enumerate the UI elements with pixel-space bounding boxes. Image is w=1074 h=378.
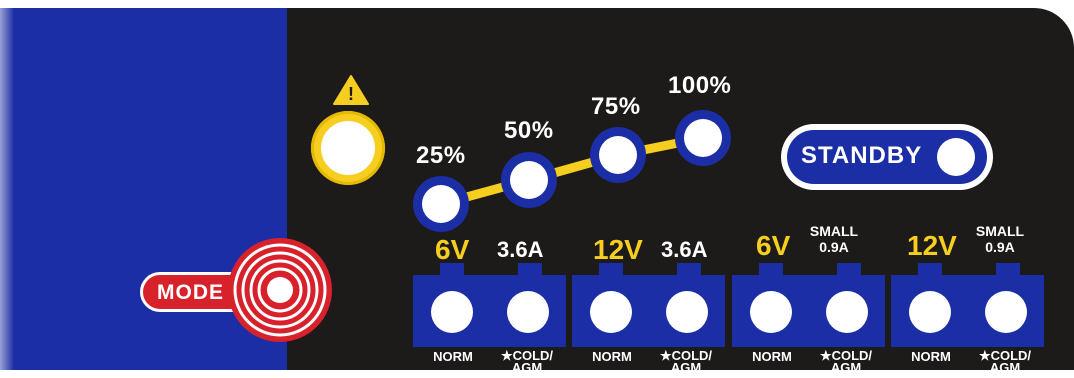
channel-2-voltage: 12V	[593, 234, 643, 265]
standby-led	[937, 138, 975, 176]
channel-3-current-bottom: 0.9A	[819, 239, 849, 255]
channel-4-cold-label-top: ★COLD/	[978, 348, 1032, 363]
terminal-tab	[837, 263, 861, 277]
charge-label-50: 50%	[504, 117, 554, 144]
channel-2-norm-label: NORM	[592, 349, 632, 364]
warning-symbol: !	[348, 84, 354, 104]
channel-3-cold-led	[826, 291, 868, 333]
channel-1-cold-label-bottom: AGM	[511, 360, 543, 375]
channel-4-voltage: 12V	[907, 230, 957, 261]
terminal-tab	[918, 263, 942, 277]
terminal-tab	[677, 263, 701, 277]
channel-4-cold-label-bottom: AGM	[989, 360, 1021, 375]
channel-4-cold-label: ★COLD/ AGM	[965, 348, 1045, 375]
channel-1-norm-led	[431, 291, 473, 333]
channel-3-norm-label: NORM	[752, 349, 792, 364]
channel-3-current-top: SMALL	[809, 223, 859, 239]
charge-label-25: 25%	[416, 142, 466, 169]
terminal-tab	[440, 263, 464, 277]
channel-1-voltage: 6V	[435, 234, 470, 265]
channel-4-current: SMALL 0.9A	[970, 223, 1030, 255]
channel-2-cold-led	[666, 291, 708, 333]
standby-indicator: STANDBY	[781, 124, 993, 190]
channel-3-current: SMALL 0.9A	[804, 223, 864, 255]
charge-led-100	[675, 110, 731, 166]
channel-2-cold-label: ★COLD/ AGM	[646, 348, 726, 375]
channel-3-voltage: 6V	[756, 230, 791, 261]
channel-3-norm-led	[750, 291, 792, 333]
channel-3-cold-label-top: ★COLD/	[819, 348, 873, 363]
charge-led-75	[590, 127, 646, 183]
terminal-tab	[518, 263, 542, 277]
channel-1-cold-led	[507, 291, 549, 333]
channel-4-current-bottom: 0.9A	[985, 239, 1015, 255]
channel-2-cold-label-top: ★COLD/	[659, 348, 713, 363]
channel-4-norm-label: NORM	[911, 349, 951, 364]
channel-4-norm-led	[909, 291, 951, 333]
warning-led	[311, 111, 385, 185]
channel-4-block	[891, 263, 1044, 347]
channel-3-cold-label: ★COLD/ AGM	[806, 348, 886, 375]
channel-2-block	[572, 263, 725, 347]
charge-label-75: 75%	[591, 93, 641, 120]
channel-1-norm-label: NORM	[433, 349, 473, 364]
channel-3-cold-label-bottom: AGM	[830, 360, 862, 375]
channel-2-current: 3.6A	[661, 237, 708, 262]
charge-led-50	[501, 152, 557, 208]
charge-label-100: 100%	[668, 72, 732, 99]
terminal-tab	[599, 263, 623, 277]
standby-label: STANDBY	[801, 142, 923, 169]
channel-4-cold-led	[985, 291, 1027, 333]
channel-1-block	[413, 263, 566, 347]
channel-1-current: 3.6A	[497, 237, 544, 262]
terminal-tab	[996, 263, 1020, 277]
terminal-tab	[759, 263, 783, 277]
channel-3-block	[732, 263, 885, 347]
charge-led-25	[413, 176, 469, 232]
channel-2-cold-label-bottom: AGM	[670, 360, 702, 375]
channel-2-norm-led	[590, 291, 632, 333]
left-edge-fade	[0, 0, 14, 378]
warning-triangle-icon: !	[333, 75, 369, 105]
mode-dial-icon[interactable]	[226, 236, 334, 344]
channel-4-current-top: SMALL	[975, 223, 1025, 239]
mode-label: MODE	[157, 281, 224, 304]
channel-1-cold-label-top: ★COLD/	[500, 348, 554, 363]
channel-1-cold-label: ★COLD/ AGM	[487, 348, 567, 375]
